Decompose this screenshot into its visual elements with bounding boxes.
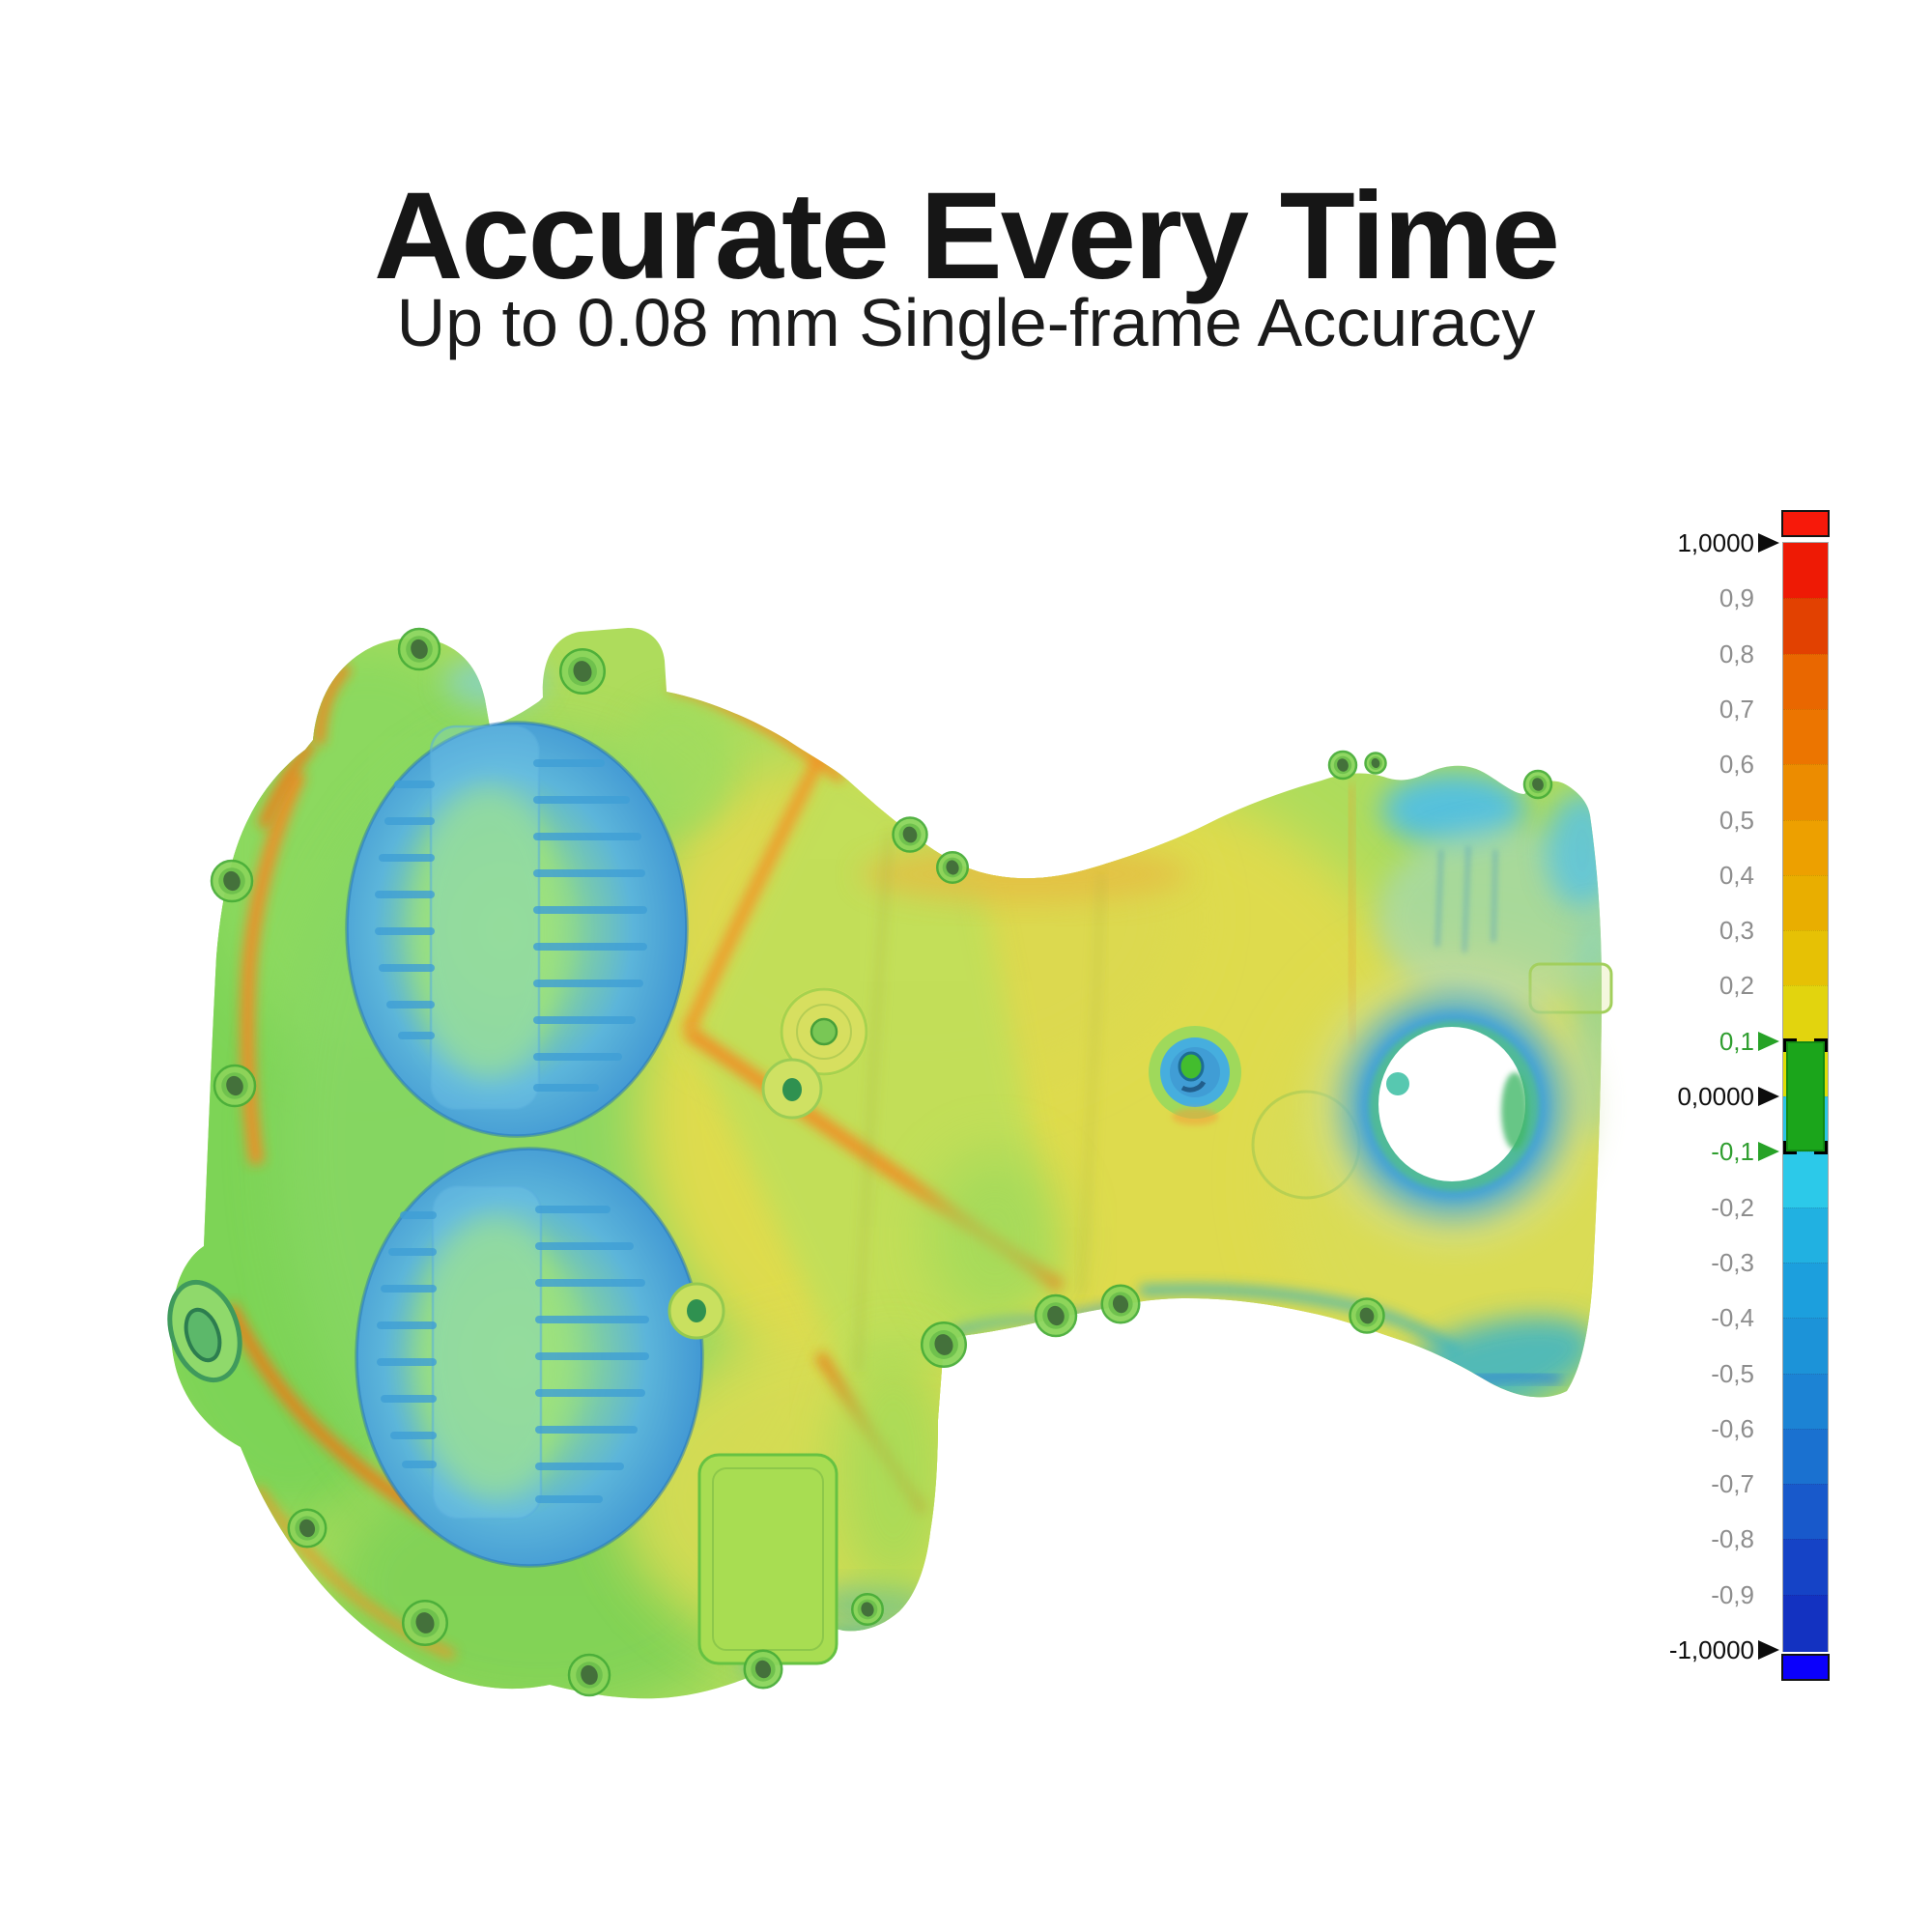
large-hole [1309, 961, 1599, 1251]
bolt-bosses [210, 627, 1553, 1697]
small-boss [1149, 1026, 1241, 1125]
page-title: Accurate Every Time [373, 166, 1560, 305]
rect-pad [697, 1453, 838, 1665]
page-subtitle: Up to 0.08 mm Single-frame Accuracy [396, 285, 1536, 360]
ribbed-boss-bottom [355, 1147, 704, 1568]
ribbed-boss-top [345, 721, 689, 1138]
